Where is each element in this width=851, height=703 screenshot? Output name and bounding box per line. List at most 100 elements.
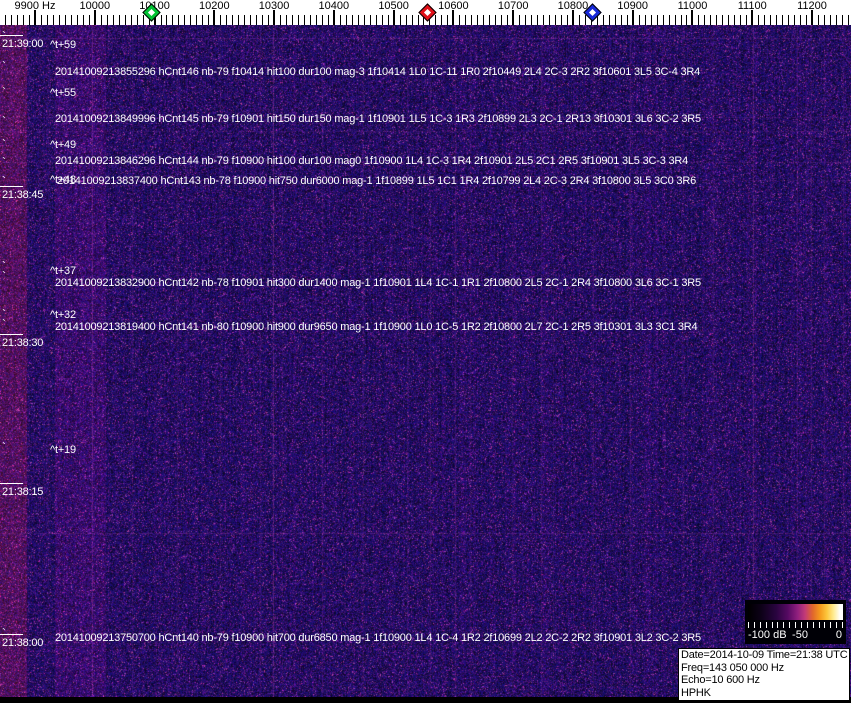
freq-minor-tick [668,15,670,25]
freq-minor-tick [638,15,640,25]
freq-minor-tick [554,15,556,25]
freq-minor-tick [614,15,616,25]
freq-minor-tick [250,15,252,25]
freq-minor-tick [519,15,521,25]
freq-minor-tick [82,15,84,25]
spectrogram-canvas [0,25,851,697]
freq-minor-tick [178,15,180,25]
marker-center-dot [423,8,432,17]
freq-major-tick [273,10,276,25]
freq-major-tick [452,10,455,25]
freq-minor-tick [537,15,539,25]
freq-major-tick [751,10,754,25]
freq-minor-tick [11,15,13,25]
freq-minor-tick [728,15,730,25]
freq-minor-tick [184,15,186,25]
scale-tick [842,622,843,628]
red-marker-diamond-icon[interactable] [418,3,437,22]
freq-major-tick [332,10,335,25]
freq-major-tick [392,10,395,25]
scale-tick [800,622,802,628]
freq-minor-tick [232,15,234,25]
freq-minor-tick [764,15,766,25]
freq-tick-label: 9900 Hz [14,0,56,12]
freq-minor-tick [680,15,682,25]
freq-minor-tick [339,15,341,25]
freq-minor-tick [734,15,736,25]
freq-minor-tick [303,15,305,25]
freq-minor-tick [800,15,802,25]
scale-label-mid: -50 [792,629,808,641]
freq-major-tick [571,10,574,25]
freq-minor-tick [644,15,646,25]
freq-minor-tick [459,15,461,25]
freq-minor-tick [525,15,527,25]
freq-minor-tick [160,15,162,25]
freq-minor-tick [435,15,437,25]
freq-minor-tick [375,15,377,25]
freq-major-tick [93,10,96,25]
freq-minor-tick [256,15,258,25]
freq-minor-tick [345,15,347,25]
freq-tick-label: 10700 [497,0,529,12]
freq-tick-label: 10500 [378,0,409,12]
freq-minor-tick [477,15,479,25]
freq-major-tick [810,10,813,25]
marker-center-dot [147,8,156,17]
scale-tick [765,622,767,628]
freq-minor-tick [280,15,282,25]
freq-minor-tick [46,15,48,25]
status-info-box: Date=2014-10-09 Time=21:38 UTC Freq=143 … [678,648,850,701]
info-station: HPHK [681,686,711,699]
freq-minor-tick [489,15,491,25]
freq-minor-tick [626,15,628,25]
freq-minor-tick [327,15,329,25]
freq-major-tick [631,10,634,25]
freq-minor-tick [351,15,353,25]
freq-minor-tick [309,15,311,25]
freq-minor-tick [196,15,198,25]
freq-minor-tick [794,15,796,25]
freq-minor-tick [662,15,664,25]
scale-tick [759,622,761,628]
freq-minor-tick [363,15,365,25]
freq-minor-tick [608,15,610,25]
freq-minor-tick [531,15,533,25]
freq-minor-tick [17,15,19,25]
freq-minor-tick [106,15,108,25]
freq-minor-tick [118,15,120,25]
freq-minor-tick [315,15,317,25]
freq-minor-tick [238,15,240,25]
freq-minor-tick [23,15,25,25]
freq-minor-tick [776,15,778,25]
freq-minor-tick [226,15,228,25]
freq-minor-tick [823,15,825,25]
freq-minor-tick [674,15,676,25]
frequency-ruler: 9900 Hz100001010010200103001040010500106… [0,0,851,25]
freq-minor-tick [549,15,550,25]
freq-minor-tick [507,15,509,25]
freq-minor-tick [40,15,42,25]
freq-minor-tick [722,15,724,25]
freq-tick-label: 10800 [557,0,589,12]
freq-minor-tick [357,15,359,25]
freq-minor-tick [835,15,837,25]
freq-minor-tick [620,15,622,25]
scale-tick [836,622,838,628]
freq-minor-tick [262,15,264,25]
freq-minor-tick [297,15,299,25]
freq-minor-tick [847,15,849,25]
freq-minor-tick [70,15,72,25]
freq-minor-tick [602,15,604,25]
scale-tick [818,622,820,628]
freq-minor-tick [746,15,748,25]
freq-minor-tick [387,15,389,25]
freq-minor-tick [656,15,658,25]
freq-minor-tick [758,15,760,25]
info-echo: Echo=10 600 Hz [681,674,760,686]
info-frequency: Freq=143 050 000 Hz [681,661,784,674]
freq-tick-label: 11100 [737,0,767,12]
freq-minor-tick [806,15,808,25]
scale-tick [771,622,773,628]
